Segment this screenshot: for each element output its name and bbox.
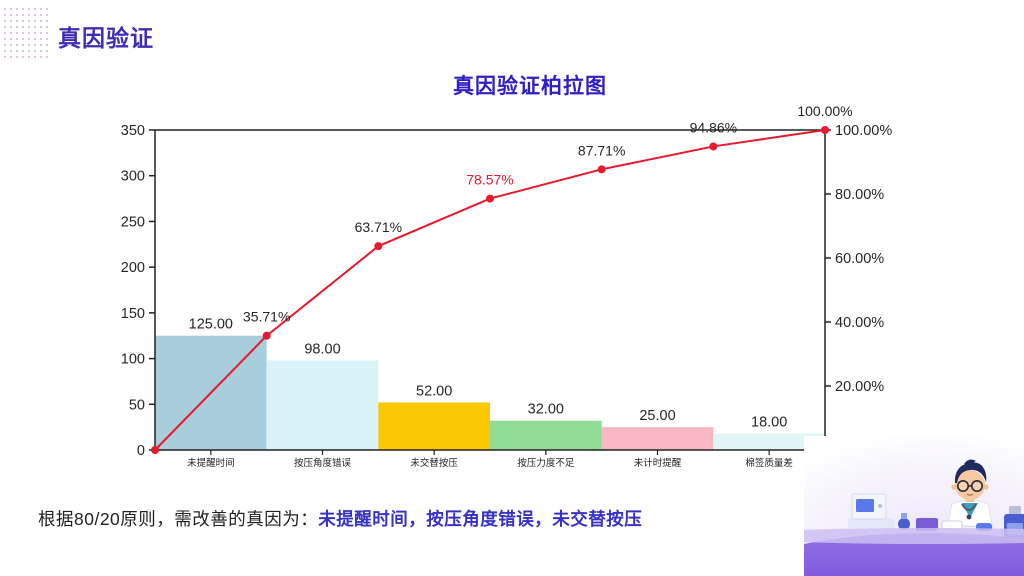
category-label: 按压角度错误	[294, 457, 352, 469]
chart-title: 真因验证柏拉图	[453, 75, 607, 98]
pareto-bar	[713, 433, 825, 450]
cumulative-point	[374, 242, 383, 251]
lab-machine-base	[848, 518, 894, 528]
counter-items	[848, 493, 1024, 542]
left-axis-tick-label: 250	[121, 214, 145, 230]
doctor-face	[955, 470, 985, 500]
cumulative-point	[262, 331, 271, 340]
doctor-smile	[966, 493, 974, 496]
bar-value-label: 32.00	[528, 402, 564, 418]
category-label: 棉签质量差	[745, 457, 793, 469]
category-label: 按压力度不足	[517, 457, 575, 469]
cumulative-point	[709, 142, 718, 151]
cumulative-point	[151, 446, 159, 454]
medicine-bottle-cap	[1009, 506, 1021, 515]
plot-frame	[154, 129, 826, 451]
cumulative-percent-label: 94.86%	[690, 119, 737, 135]
bar-value-label: 52.00	[416, 383, 452, 399]
left-axis-tick-label: 200	[121, 260, 145, 276]
stethoscope-chestpiece	[966, 514, 972, 520]
pareto-chart: 0501001502002503003500.00%20.00%40.00%60…	[121, 103, 893, 469]
doctor-ear-left	[951, 484, 957, 490]
bar-value-label: 18.00	[751, 415, 787, 431]
cumulative-percent-label: 35.71%	[243, 309, 290, 325]
right-axis-tick-label: 60.00%	[835, 251, 884, 267]
doctor-illustration	[804, 436, 1024, 576]
bar-value-label: 25.00	[639, 408, 675, 424]
counter-top-edge	[804, 528, 1024, 544]
slide-title: 真因验证	[58, 25, 154, 51]
right-axis-tick-label: 100.00%	[835, 123, 892, 139]
glasses-left-lens-icon	[957, 479, 970, 492]
left-axis-tick-label: 300	[121, 169, 145, 185]
category-label: 未计时提醒	[634, 457, 682, 469]
white-plate	[941, 520, 963, 530]
cumulative-point	[486, 194, 494, 203]
left-axis-tick-label: 0	[137, 443, 145, 459]
pareto-bar	[378, 402, 490, 450]
footer-highlight: 未提醒时间，按压角度错误，未交替按压	[318, 509, 643, 529]
left-axis-tick-label: 50	[129, 397, 145, 413]
pareto-bar	[601, 427, 714, 450]
lab-machine-knob	[878, 504, 882, 508]
right-axis-tick-label: 80.00%	[835, 187, 884, 203]
left-axis-tick-label: 350	[121, 123, 145, 139]
left-axis-tick-label: 150	[121, 306, 145, 322]
cumulative-point	[597, 165, 606, 174]
footer-text: 根据80/20原则，需改善的真因为：未提醒时间，按压角度错误，未交替按压	[38, 506, 642, 531]
right-axis-tick-label: 40.00%	[835, 315, 884, 331]
category-label: 未交替按压	[410, 457, 458, 469]
blue-flask-neck	[901, 513, 907, 519]
cumulative-point	[821, 126, 829, 134]
left-axis-tick-label: 100	[121, 352, 145, 368]
dot-grid-decoration	[2, 6, 49, 58]
blue-flask-icon	[898, 518, 910, 530]
footer-prefix: 根据80/20原则，需改善的真因为：	[38, 509, 319, 529]
purple-box	[916, 518, 938, 531]
pareto-bar	[490, 420, 602, 450]
stethoscope-icon	[961, 503, 977, 511]
glasses-right-lens-icon	[971, 479, 984, 492]
cumulative-percent-label: 63.71%	[355, 219, 402, 235]
doctor-ear-right	[983, 484, 989, 490]
cumulative-percent-label: 87.71%	[578, 142, 625, 158]
doctor-hair-quiff	[964, 459, 976, 466]
doctor-hair	[954, 462, 987, 483]
pareto-bar	[266, 360, 379, 450]
bar-value-label: 98.00	[304, 341, 340, 357]
cumulative-percent-label: 78.57%	[466, 172, 513, 188]
category-label: 未提醒时间	[187, 457, 235, 469]
lab-machine-screen	[856, 499, 874, 512]
cumulative-percent-label: 100.00%	[797, 103, 852, 119]
right-axis-tick-label: 20.00%	[835, 379, 884, 395]
bar-value-label: 125.00	[189, 317, 233, 333]
